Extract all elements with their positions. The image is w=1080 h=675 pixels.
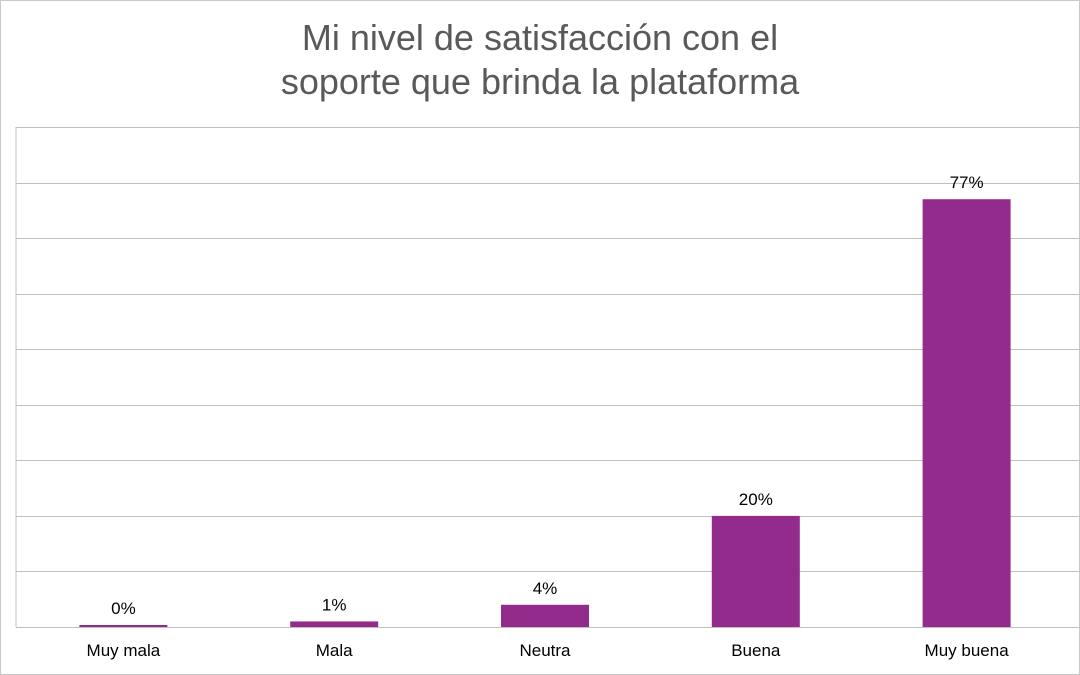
bar [79,625,168,627]
x-tick-label: Neutra [519,641,571,660]
data-label: 20% [739,490,773,509]
x-tick-label: Muy mala [87,641,161,660]
bar [922,199,1011,627]
data-label: 0% [111,599,136,618]
bar [290,621,379,627]
chart-title: Mi nivel de satisfacción con el soporte … [0,16,1080,104]
bar [501,604,589,627]
data-label: 4% [533,579,558,598]
bar [711,515,800,627]
x-tick-label: Muy buena [925,641,1010,660]
chart-title-line-1: Mi nivel de satisfacción con el [301,17,779,58]
x-tick-label: Mala [316,641,353,660]
data-label: 1% [322,595,347,614]
data-label: 77% [950,173,984,192]
chart-title-line-2: soporte que brinda la plataforma [280,61,800,102]
x-tick-label: Buena [731,641,781,660]
